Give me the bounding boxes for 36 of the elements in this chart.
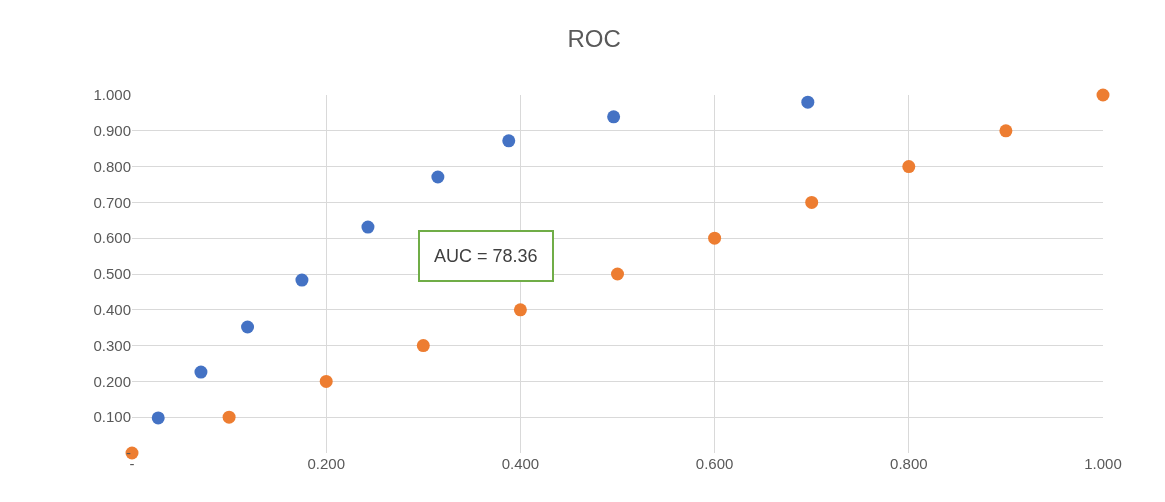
y-tick-label: 0.300 [93, 336, 131, 354]
y-tick-label: 0.700 [93, 193, 131, 211]
point [295, 273, 309, 287]
point [502, 134, 516, 148]
y-tick-label: 0.900 [93, 122, 131, 140]
y-tick-label: 0.100 [93, 408, 131, 426]
y-tick-label: 0.600 [93, 229, 131, 247]
point [708, 231, 722, 245]
x-tick-label: 1.000 [1084, 455, 1122, 472]
point [999, 124, 1013, 138]
x-tick-label: 0.800 [890, 455, 928, 472]
point [902, 160, 916, 174]
point [431, 170, 445, 184]
x-tick-label: 0.200 [307, 455, 345, 472]
point [805, 195, 819, 209]
y-tick-label: 0.400 [93, 301, 131, 319]
point [801, 95, 815, 109]
point [416, 339, 430, 353]
point [611, 267, 624, 281]
point [1096, 88, 1110, 102]
point [607, 110, 621, 124]
y-tick-label: 1.000 [93, 86, 131, 104]
chart-title: ROC [567, 24, 621, 52]
point [319, 374, 333, 388]
point [241, 320, 255, 334]
x-tick-label: 0.400 [501, 455, 540, 472]
point [513, 303, 527, 317]
point [361, 220, 375, 234]
point [151, 411, 165, 425]
y-tick-label: 0.500 [93, 265, 131, 283]
y-tick-label: 0.200 [93, 372, 131, 390]
point [194, 365, 208, 379]
annotation: AUC = 78.36 [434, 246, 538, 266]
y-tick-label: 0.800 [93, 157, 131, 175]
x-tick-label: 0.600 [695, 455, 734, 472]
point [222, 410, 236, 424]
